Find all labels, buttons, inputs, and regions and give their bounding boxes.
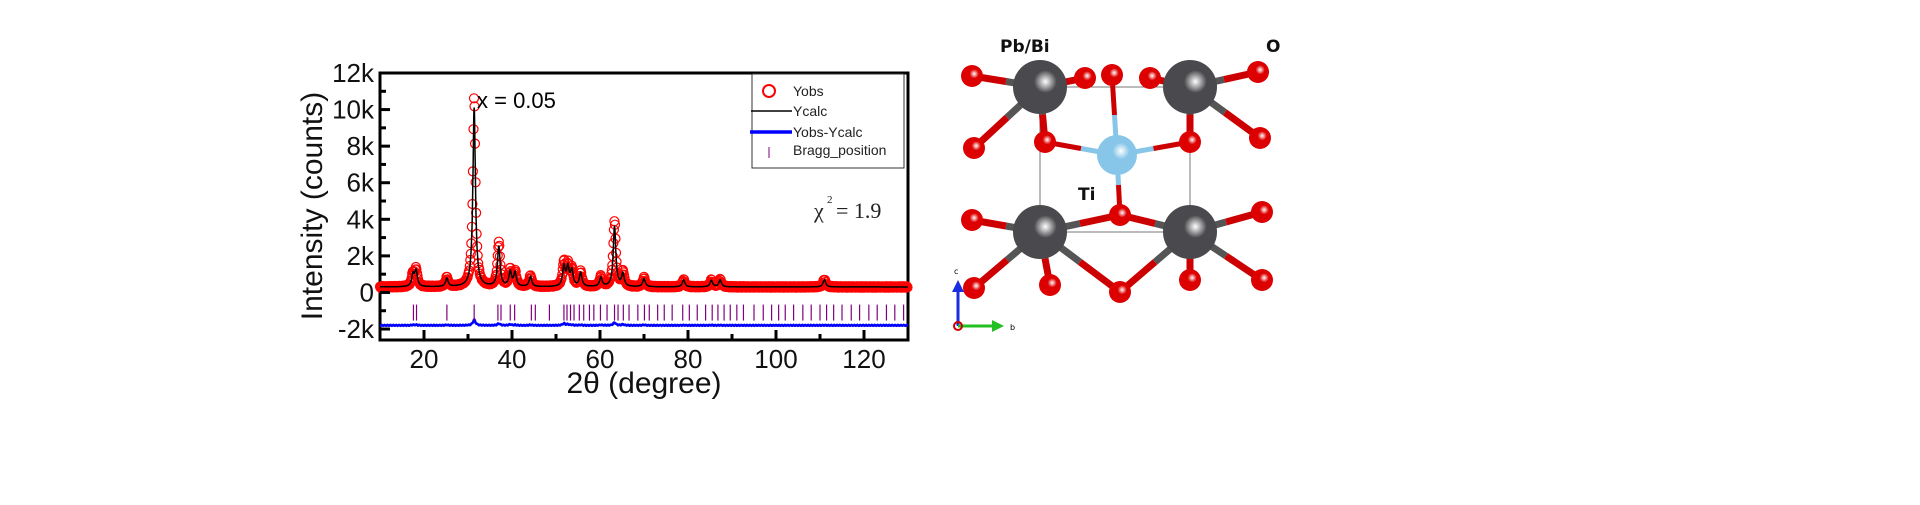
label-o: O xyxy=(1266,37,1280,57)
legend: Yobs Ycalc Yobs-Ycalc Bragg_position xyxy=(750,73,905,169)
oxygen-atom xyxy=(1247,61,1269,83)
y-tick-label: 8k xyxy=(347,131,375,161)
x-axis-title: 2θ (degree) xyxy=(566,367,721,400)
legend-bragg: Bragg_position xyxy=(793,142,886,158)
curves xyxy=(374,93,913,328)
titanium-atom xyxy=(1097,135,1137,175)
yobs-point xyxy=(609,216,620,227)
x-tick-label: 80 xyxy=(674,344,703,374)
xrd-chart: -2k 0 2k 4k 6k 8k 10k 12k 20 40 60 80 100 120 2θ (deg… xyxy=(296,58,913,400)
b-axis-arrowhead xyxy=(992,320,1004,332)
difference-line xyxy=(379,317,909,328)
legend-diff: Yobs-Ycalc xyxy=(793,124,863,140)
label-ti: Ti xyxy=(1078,185,1095,205)
legend-box xyxy=(751,73,905,169)
ycalc-line xyxy=(380,107,908,288)
oxygen-atom xyxy=(963,137,985,159)
axis-indicator: c b xyxy=(952,267,1015,332)
crystal-structure xyxy=(961,60,1273,303)
chi-value: = 1.9 xyxy=(836,198,881,223)
label-pb-bi: Pb/Bi xyxy=(1000,37,1050,57)
oxygen-atom xyxy=(1109,204,1131,226)
legend-yobs: Yobs xyxy=(793,83,824,99)
oxygen-atom xyxy=(1074,67,1096,89)
oxygen-atom xyxy=(1101,64,1123,86)
oxygen-atom xyxy=(963,277,985,299)
y-tick-label: 0 xyxy=(360,277,374,307)
x-tick-label: 40 xyxy=(498,344,527,374)
y-tick-label: 12k xyxy=(332,58,375,88)
b-axis-label: b xyxy=(1010,323,1015,332)
chi-symbol: χ xyxy=(813,198,824,223)
pb-bi-atom xyxy=(1163,205,1217,259)
oxygen-atom xyxy=(961,209,983,231)
oxygen-atom xyxy=(1179,269,1201,291)
oxygen-atom xyxy=(961,65,983,87)
y-tick-label: 10k xyxy=(332,95,375,125)
oxygen-atom xyxy=(1034,131,1056,153)
pb-bi-atom xyxy=(1163,60,1217,114)
legend-ycalc: Ycalc xyxy=(793,103,827,119)
y-tick-label: 4k xyxy=(347,204,375,234)
oxygen-atom xyxy=(1179,131,1201,153)
sample-annotation: x = 0.05 xyxy=(477,88,556,113)
x-tick-label: 120 xyxy=(842,344,885,374)
y-axis-title: Intensity (counts) xyxy=(296,92,329,320)
y-tick-label: 6k xyxy=(347,168,375,198)
oxygen-atom xyxy=(1249,127,1271,149)
legend-yobs-marker xyxy=(762,84,776,98)
x-tick-label: 20 xyxy=(410,344,439,374)
oxygen-atom xyxy=(1139,67,1161,89)
c-axis-arrowhead xyxy=(952,280,964,292)
c-axis-label: c xyxy=(954,267,958,276)
x-tick-label: 60 xyxy=(586,344,615,374)
chi-square-annotation: χ 2 = 1.9 xyxy=(813,194,881,223)
oxygen-atom xyxy=(1251,269,1273,291)
pb-bi-atom xyxy=(1013,60,1067,114)
y-tick-label: -2k xyxy=(338,314,375,344)
y-tick-label: 2k xyxy=(347,241,375,271)
axis-ticks: -2k 0 2k 4k 6k 8k 10k 12k 20 40 60 80 100 120 xyxy=(332,58,886,374)
oxygen-atom xyxy=(1039,274,1061,296)
x-tick-label: 100 xyxy=(754,344,797,374)
pb-bi-atom xyxy=(1013,205,1067,259)
chi-power: 2 xyxy=(827,194,833,206)
yobs-point xyxy=(468,93,480,104)
oxygen-atom xyxy=(1251,201,1273,223)
a-axis-origin xyxy=(953,321,963,331)
oxygen-atom xyxy=(1109,281,1131,303)
